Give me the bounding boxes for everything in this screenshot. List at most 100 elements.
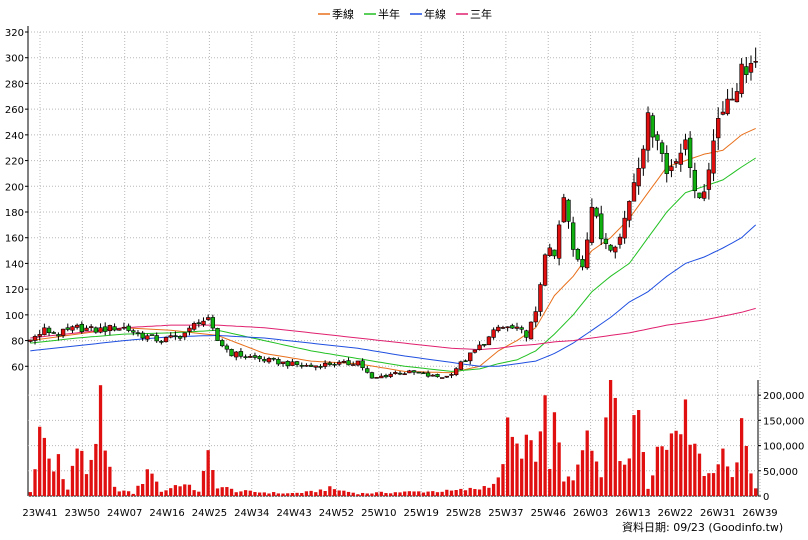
- moving-average-lines: [30, 127, 757, 374]
- candle-body: [32, 336, 38, 341]
- volume-bar: [417, 491, 421, 496]
- price-tick-label: 180: [5, 208, 24, 219]
- candle-body: [89, 326, 94, 328]
- candle-body: [477, 344, 482, 351]
- volume-bar: [281, 493, 285, 496]
- candle-body: [491, 329, 496, 338]
- volume-bar: [33, 469, 37, 496]
- volume-bar: [496, 477, 500, 496]
- candle-body: [706, 169, 712, 190]
- volume-bar: [337, 490, 341, 496]
- candle-body: [154, 335, 159, 342]
- volume-bar: [262, 492, 266, 496]
- volume-bar: [576, 464, 580, 496]
- candle-body: [280, 361, 286, 364]
- volume-bar: [538, 431, 543, 496]
- candle-body: [570, 222, 576, 250]
- x-tick-label: 25W46: [531, 508, 566, 519]
- candle-body: [435, 374, 440, 378]
- candle-body: [234, 351, 239, 358]
- candle-body: [74, 324, 80, 328]
- candle-body: [332, 363, 337, 366]
- volume-bar: [164, 490, 168, 496]
- volume-bar: [566, 476, 571, 496]
- volume-bar: [318, 489, 323, 496]
- candle-body: [631, 182, 637, 202]
- candle-body: [135, 332, 141, 334]
- volume-axis: 0 50,000 100,000 150,000 200,000: [758, 391, 804, 503]
- candle-body: [346, 360, 351, 366]
- volume-bar: [28, 492, 32, 496]
- candle-body: [407, 370, 412, 374]
- volume-bar: [707, 473, 711, 496]
- candle-body: [163, 337, 169, 343]
- volume-bar: [155, 481, 159, 496]
- volume-bar: [304, 491, 309, 496]
- candle-body: [505, 326, 510, 329]
- candle-body: [617, 236, 623, 245]
- candle-body: [365, 368, 370, 373]
- candle-body: [262, 359, 267, 362]
- volume-bar: [211, 470, 215, 496]
- volume-bar: [187, 484, 192, 496]
- volume-bar: [534, 461, 538, 496]
- volume-bar: [225, 487, 229, 496]
- volume-bar: [141, 484, 145, 496]
- candle-body: [383, 375, 389, 378]
- candle-body: [655, 134, 660, 141]
- volume-bar: [356, 494, 360, 496]
- volume-bar: [754, 488, 758, 496]
- candle-body: [720, 111, 726, 115]
- x-tick-label: 24W25: [192, 508, 227, 519]
- volume-bar: [725, 466, 730, 496]
- x-tick-label: 25W19: [404, 508, 439, 519]
- volume-bar: [56, 454, 61, 496]
- candle-body: [117, 328, 122, 331]
- candle-body: [608, 244, 613, 251]
- volume-tick-label: 50,000: [763, 467, 798, 478]
- x-tick-label: 26W31: [700, 508, 735, 519]
- candle-body: [299, 365, 304, 367]
- candle-body: [496, 326, 501, 332]
- volume-bar: [374, 492, 379, 496]
- ma-line: [30, 307, 756, 351]
- candle-body: [177, 336, 183, 339]
- candle-body: [205, 317, 211, 320]
- candle-body: [313, 365, 318, 368]
- candle-body: [397, 372, 403, 375]
- candle-body: [98, 327, 103, 333]
- candle-body: [449, 374, 454, 376]
- candle-body: [28, 339, 33, 342]
- candle-body: [514, 326, 520, 329]
- x-tick-label: 24W34: [234, 508, 269, 519]
- candle-body: [664, 153, 669, 174]
- volume-bar: [342, 490, 346, 496]
- candle-body: [173, 335, 178, 337]
- volume-bar: [89, 459, 93, 496]
- volume-bar: [365, 493, 369, 496]
- volume-bar: [192, 490, 196, 496]
- volume-bar: [721, 448, 725, 496]
- volume-bar: [332, 489, 337, 496]
- candle-body: [210, 317, 216, 329]
- candle-body: [337, 361, 342, 365]
- volume-bar: [580, 450, 585, 496]
- candle-body: [201, 320, 206, 325]
- volume-bar: [622, 464, 627, 496]
- volume-bar: [660, 446, 664, 496]
- x-tick-label: 26W22: [658, 508, 693, 519]
- volume-bar: [393, 492, 397, 496]
- volume-bar: [243, 490, 248, 496]
- candle-body: [748, 62, 754, 73]
- candle-body: [636, 168, 641, 187]
- legend-label: 三年: [470, 7, 492, 21]
- volume-bar: [351, 492, 355, 496]
- candle-body: [659, 142, 665, 154]
- volume-bar: [749, 473, 753, 496]
- candle-body: [70, 326, 75, 331]
- volume-bar: [739, 418, 744, 496]
- candle-body: [238, 351, 244, 357]
- volume-bar: [482, 486, 486, 496]
- volume-bars: [28, 380, 758, 496]
- volume-bar: [103, 450, 107, 496]
